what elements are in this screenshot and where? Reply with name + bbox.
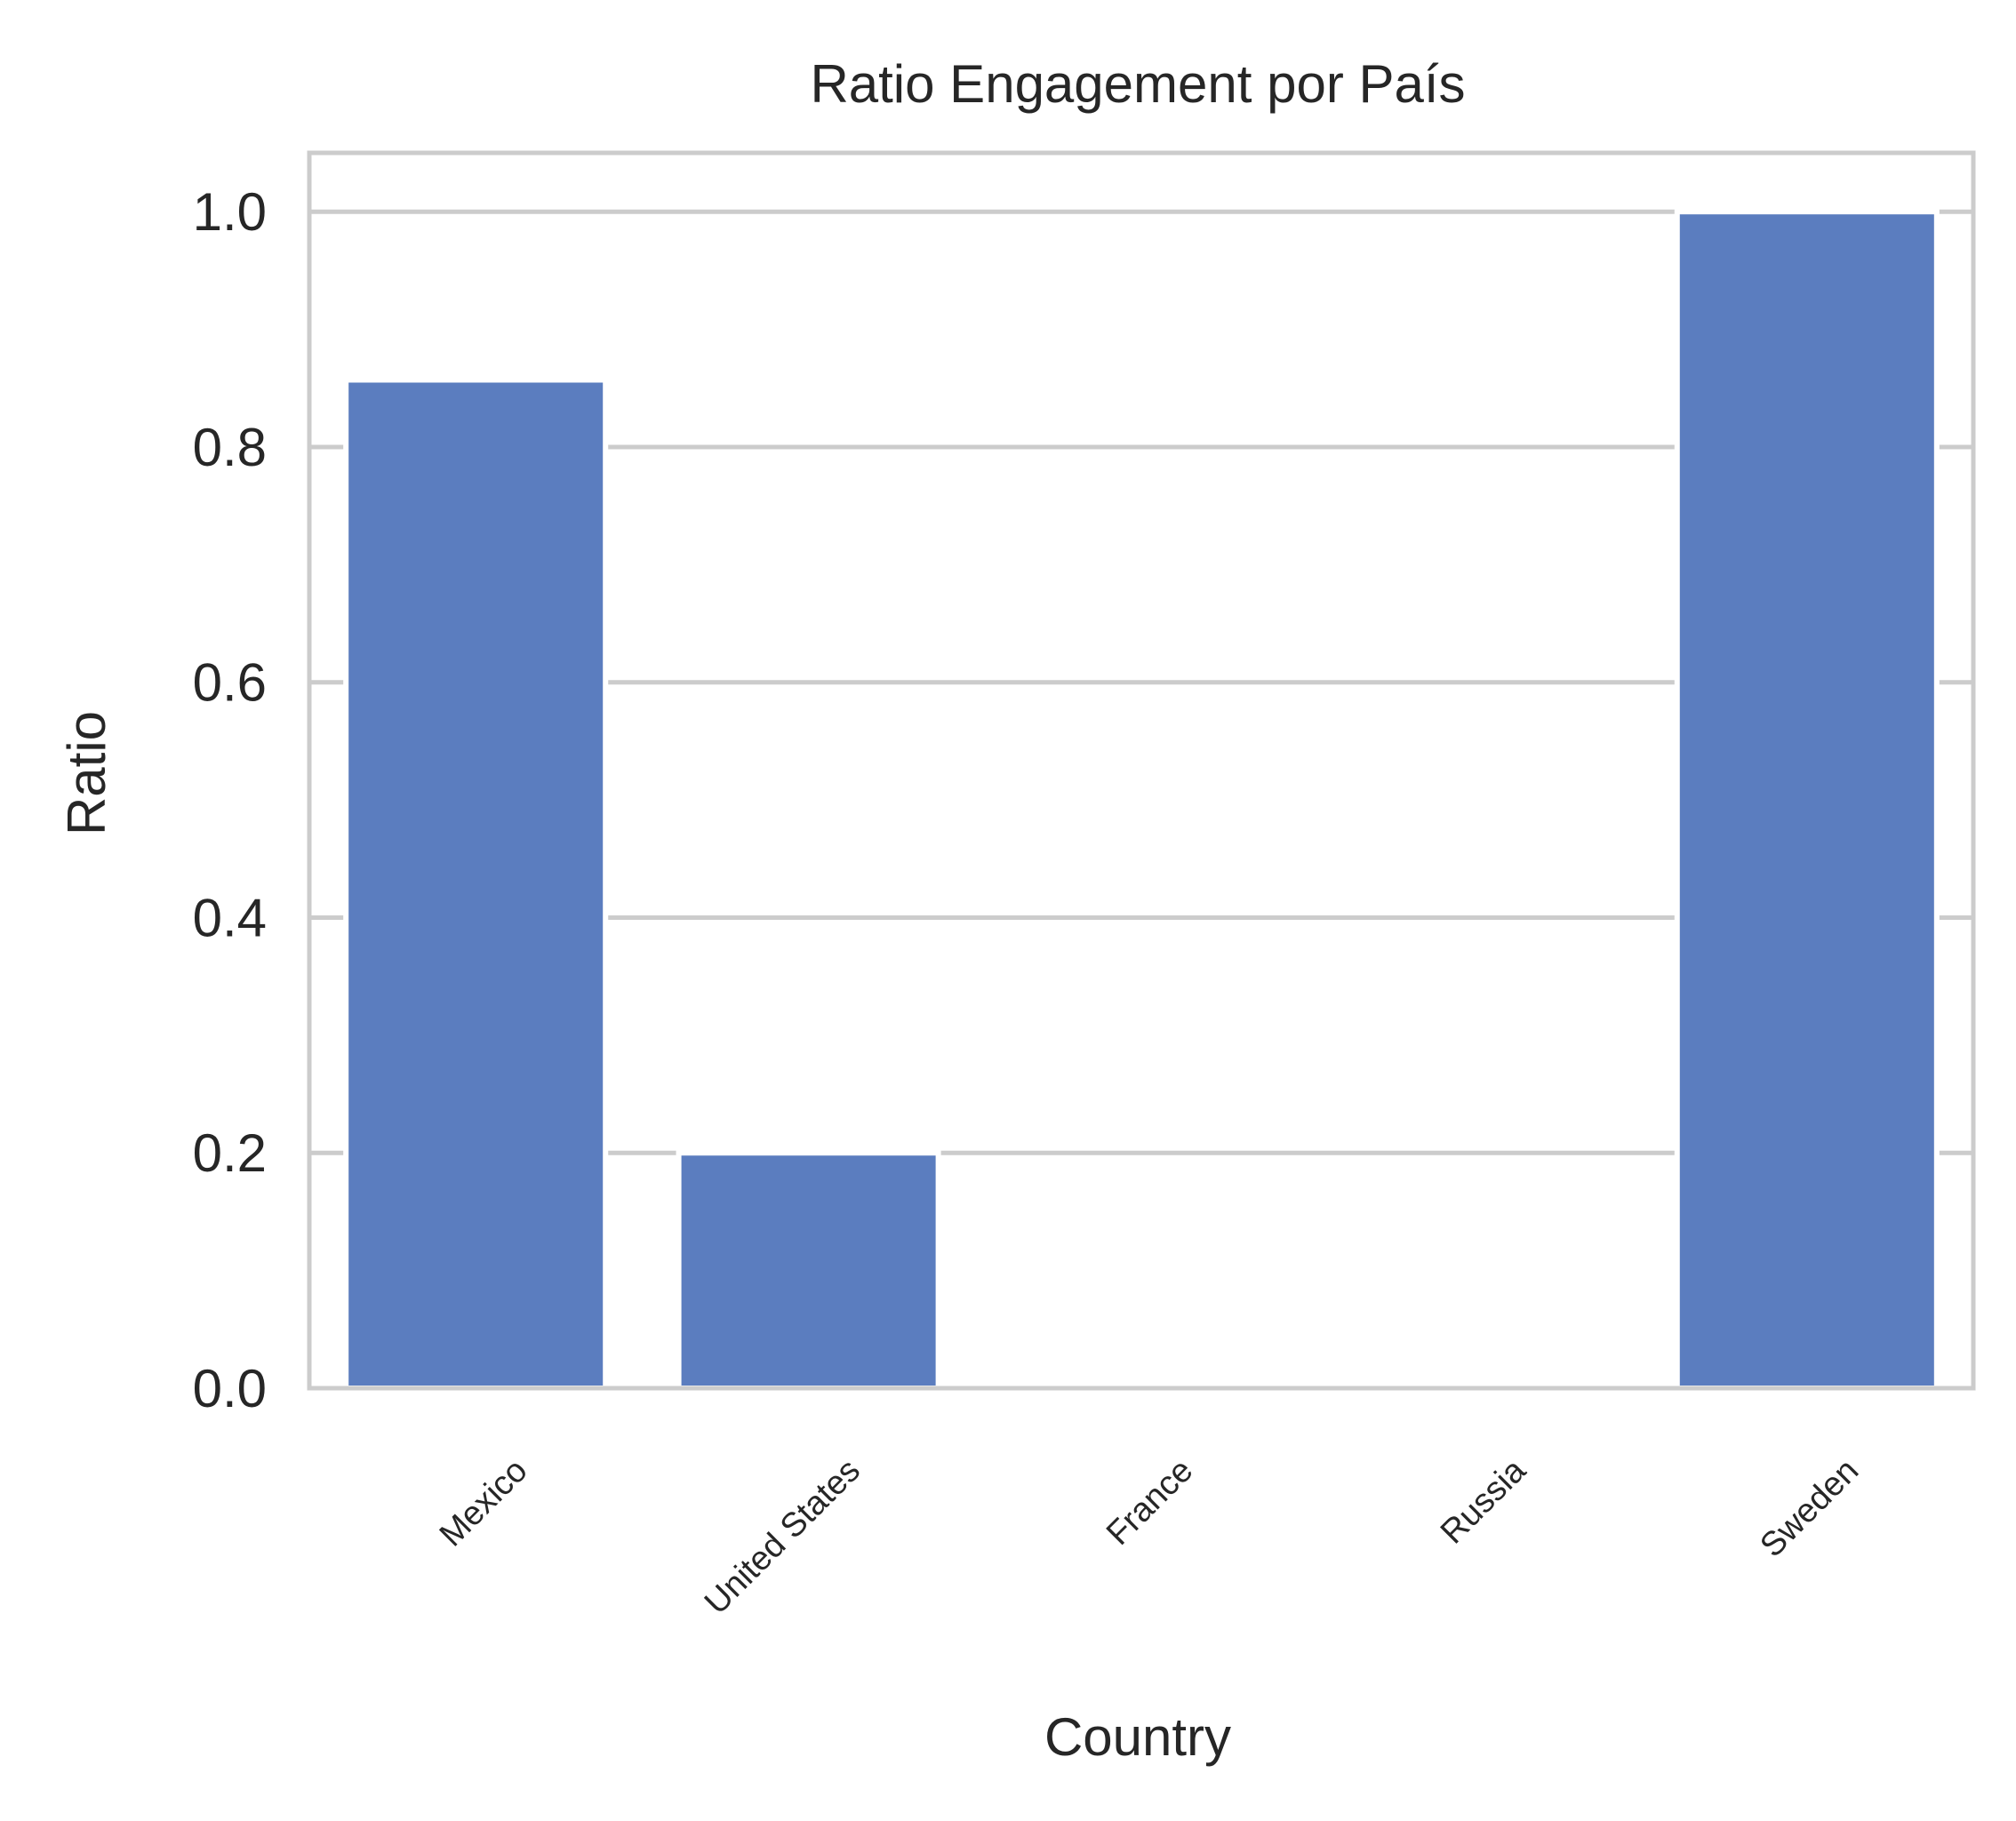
bar-sweden [1674, 209, 1940, 1392]
bar-mexico [343, 377, 609, 1391]
y-axis-label: Ratio [57, 711, 116, 835]
y-tick-label: 1.0 [193, 182, 267, 242]
y-tick-label: 0.0 [193, 1359, 267, 1418]
y-tick-label: 0.6 [193, 653, 267, 713]
x-axis-label: Country [1044, 1707, 1231, 1767]
y-tick-label: 0.4 [193, 888, 267, 947]
plot-frame [307, 150, 1976, 1391]
y-tick-label: 0.2 [193, 1123, 267, 1183]
bars [343, 209, 1940, 1392]
chart-title: Ratio Engagement por País [810, 54, 1465, 114]
y-tick-labels: 0.0 0.2 0.4 0.6 0.8 1.0 [193, 182, 267, 1418]
bar-united-states [676, 1150, 941, 1391]
y-tick-label: 0.8 [193, 418, 267, 477]
